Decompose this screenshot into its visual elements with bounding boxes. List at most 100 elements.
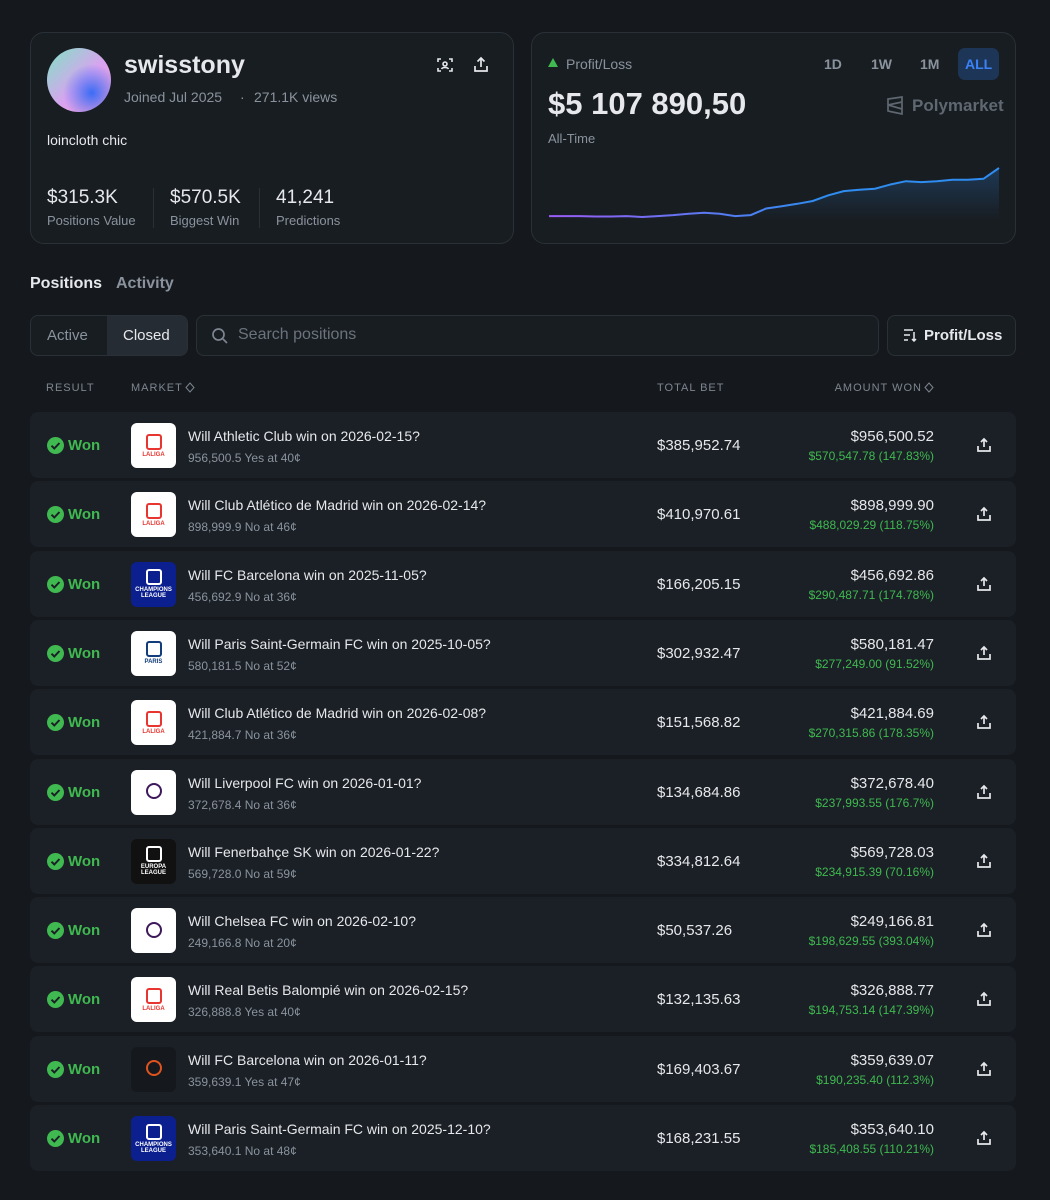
amount-won: $956,500.52	[850, 428, 934, 445]
profile-card	[30, 32, 514, 244]
separator: ·	[240, 89, 245, 105]
username: swisstony	[124, 51, 245, 79]
logo-text: LALIGA	[142, 1005, 165, 1012]
profit: $190,235.40 (112.3%)	[816, 1072, 934, 1087]
range-button[interactable]: ALL	[958, 48, 1000, 80]
amount-won: $353,640.10	[850, 1121, 934, 1138]
market-logo: EUROPA LEAGUE	[131, 838, 176, 884]
check-icon	[47, 1060, 64, 1078]
share-button[interactable]	[976, 991, 992, 1012]
market-subtitle: 456,692.9 No at 36¢	[188, 589, 297, 604]
check-icon	[47, 506, 64, 524]
position-row[interactable]: Won Will FC Barcelona win on 2026-01-11? 3…	[30, 1035, 1016, 1102]
header-total-bet: TOTAL BET	[657, 382, 725, 394]
result: Won	[68, 991, 101, 1009]
filter-active[interactable]: Active	[47, 327, 88, 344]
market-subtitle: 249,166.8 No at 20¢	[188, 936, 297, 951]
avatar[interactable]	[47, 48, 111, 112]
sort-diamond	[185, 382, 195, 393]
total-bet: $334,812.64	[657, 852, 741, 870]
check-icon	[47, 575, 64, 593]
position-row[interactable]: Won LALIGA Will Real Betis Balompié win on…	[30, 966, 1016, 1033]
logo-text: LALIGA	[142, 728, 165, 735]
joined: Joined Jul 2025	[124, 89, 223, 105]
total-bet: $169,403.67	[657, 1060, 741, 1078]
total-bet: $132,135.63	[657, 991, 741, 1009]
search-placeholder: Search positions	[238, 326, 357, 343]
profit: $570,547.78 (147.83%)	[808, 449, 934, 463]
check-icon	[47, 714, 64, 732]
position-row[interactable]: Won LALIGA Will Athletic Club win on 2026-…	[30, 412, 1016, 478]
market-subtitle: 569,728.0 No at 59¢	[188, 866, 297, 881]
total-bet: $151,568.82	[657, 714, 741, 732]
tab-positions[interactable]: Positions	[30, 275, 103, 292]
share-button[interactable]	[976, 645, 992, 666]
market-title: Will Paris Saint-Germain FC win on 2025-…	[188, 1121, 491, 1137]
logo-text: PARIS	[144, 659, 163, 666]
amount-won: $580,181.47	[850, 635, 934, 653]
market-title: Will Fenerbahçe SK win on 2026-01-22?	[188, 843, 440, 860]
share-button[interactable]	[976, 1130, 992, 1151]
position-row[interactable]: Won CHAMPIONS LEAGUE Will Paris Saint-Germ…	[30, 1105, 1016, 1171]
share-button[interactable]	[976, 506, 992, 527]
stat-label: Predictions	[276, 213, 341, 228]
profit: $234,915.39 (70.16%)	[815, 864, 934, 879]
position-row[interactable]: Won LALIGA Will Club Atlético de Madrid wi…	[30, 481, 1016, 548]
position-row[interactable]: Won Will Chelsea FC win on 2026-02-10? 249…	[30, 897, 1016, 964]
amount-won: $456,692.86	[850, 566, 934, 584]
market-title: Will Liverpool FC win on 2026-01-01?	[188, 774, 422, 791]
share-button[interactable]	[976, 437, 992, 458]
views: 271.1K views	[254, 89, 338, 105]
stat-divider	[259, 188, 260, 228]
range-button[interactable]: 1M	[920, 56, 940, 72]
range-button[interactable]: 1W	[871, 56, 892, 72]
check-icon	[47, 1130, 64, 1147]
market-subtitle: 372,678.4 No at 36¢	[188, 797, 297, 812]
header-amount-won[interactable]: AMOUNT WON	[834, 382, 922, 394]
filter-selected	[107, 316, 187, 355]
search-box[interactable]	[196, 315, 879, 356]
logo-text: CHAMPIONS LEAGUE	[135, 1141, 172, 1154]
position-row[interactable]: Won EUROPA LEAGUE Will Fenerbahçe SK win o…	[30, 827, 1016, 894]
position-row[interactable]: Won Will Liverpool FC win on 2026-01-01? 3…	[30, 758, 1016, 825]
sort-diamond	[924, 382, 934, 393]
market-logo	[131, 908, 176, 954]
bio: loincloth chic	[47, 132, 128, 148]
share-button[interactable]	[976, 714, 992, 735]
check-icon	[47, 922, 64, 940]
brand: Polymarket	[912, 96, 1004, 115]
position-row[interactable]: Won PARIS Will Paris Saint-Germain FC win …	[30, 619, 1016, 686]
header-market[interactable]: MARKET	[131, 382, 183, 394]
position-row[interactable]: Won LALIGA Will Club Atlético de Madrid wi…	[30, 689, 1016, 756]
scan-icon[interactable]	[436, 56, 454, 74]
logo-emblem	[145, 1123, 162, 1140]
profit: $488,029.29 (118.75%)	[809, 518, 934, 533]
result: Won	[68, 852, 101, 870]
brand-logo	[887, 96, 903, 115]
amount-won: $898,999.90	[850, 497, 934, 515]
profit: $194,753.14 (147.39%)	[808, 1003, 934, 1018]
amount-won: $326,888.77	[850, 982, 934, 1000]
profit: $185,408.55 (110.21%)	[809, 1142, 934, 1156]
total-bet: $168,231.55	[657, 1130, 741, 1147]
share-button[interactable]	[976, 576, 992, 597]
share-button[interactable]	[976, 853, 992, 874]
position-row[interactable]: Won CHAMPIONS LEAGUE Will FC Barcelona win…	[30, 550, 1016, 617]
filter-closed[interactable]: Closed	[123, 327, 170, 344]
stat-value: $570.5K	[170, 187, 241, 208]
line	[549, 167, 1000, 219]
logo-emblem	[145, 641, 162, 658]
pnl-amount: $5 107 890,50	[548, 86, 747, 121]
share-button[interactable]	[976, 1061, 992, 1082]
total-bet: $166,205.15	[657, 575, 741, 593]
tab-activity[interactable]: Activity	[116, 275, 174, 292]
range-button[interactable]: 1D	[824, 56, 842, 72]
logo-text: CHAMPIONS LEAGUE	[135, 587, 172, 600]
market-logo: LALIGA	[131, 977, 176, 1023]
check-icon	[47, 991, 64, 1009]
share-button[interactable]	[976, 922, 992, 943]
share-icon[interactable]	[472, 56, 490, 74]
market-logo: PARIS	[131, 630, 176, 676]
share-button[interactable]	[976, 784, 992, 805]
